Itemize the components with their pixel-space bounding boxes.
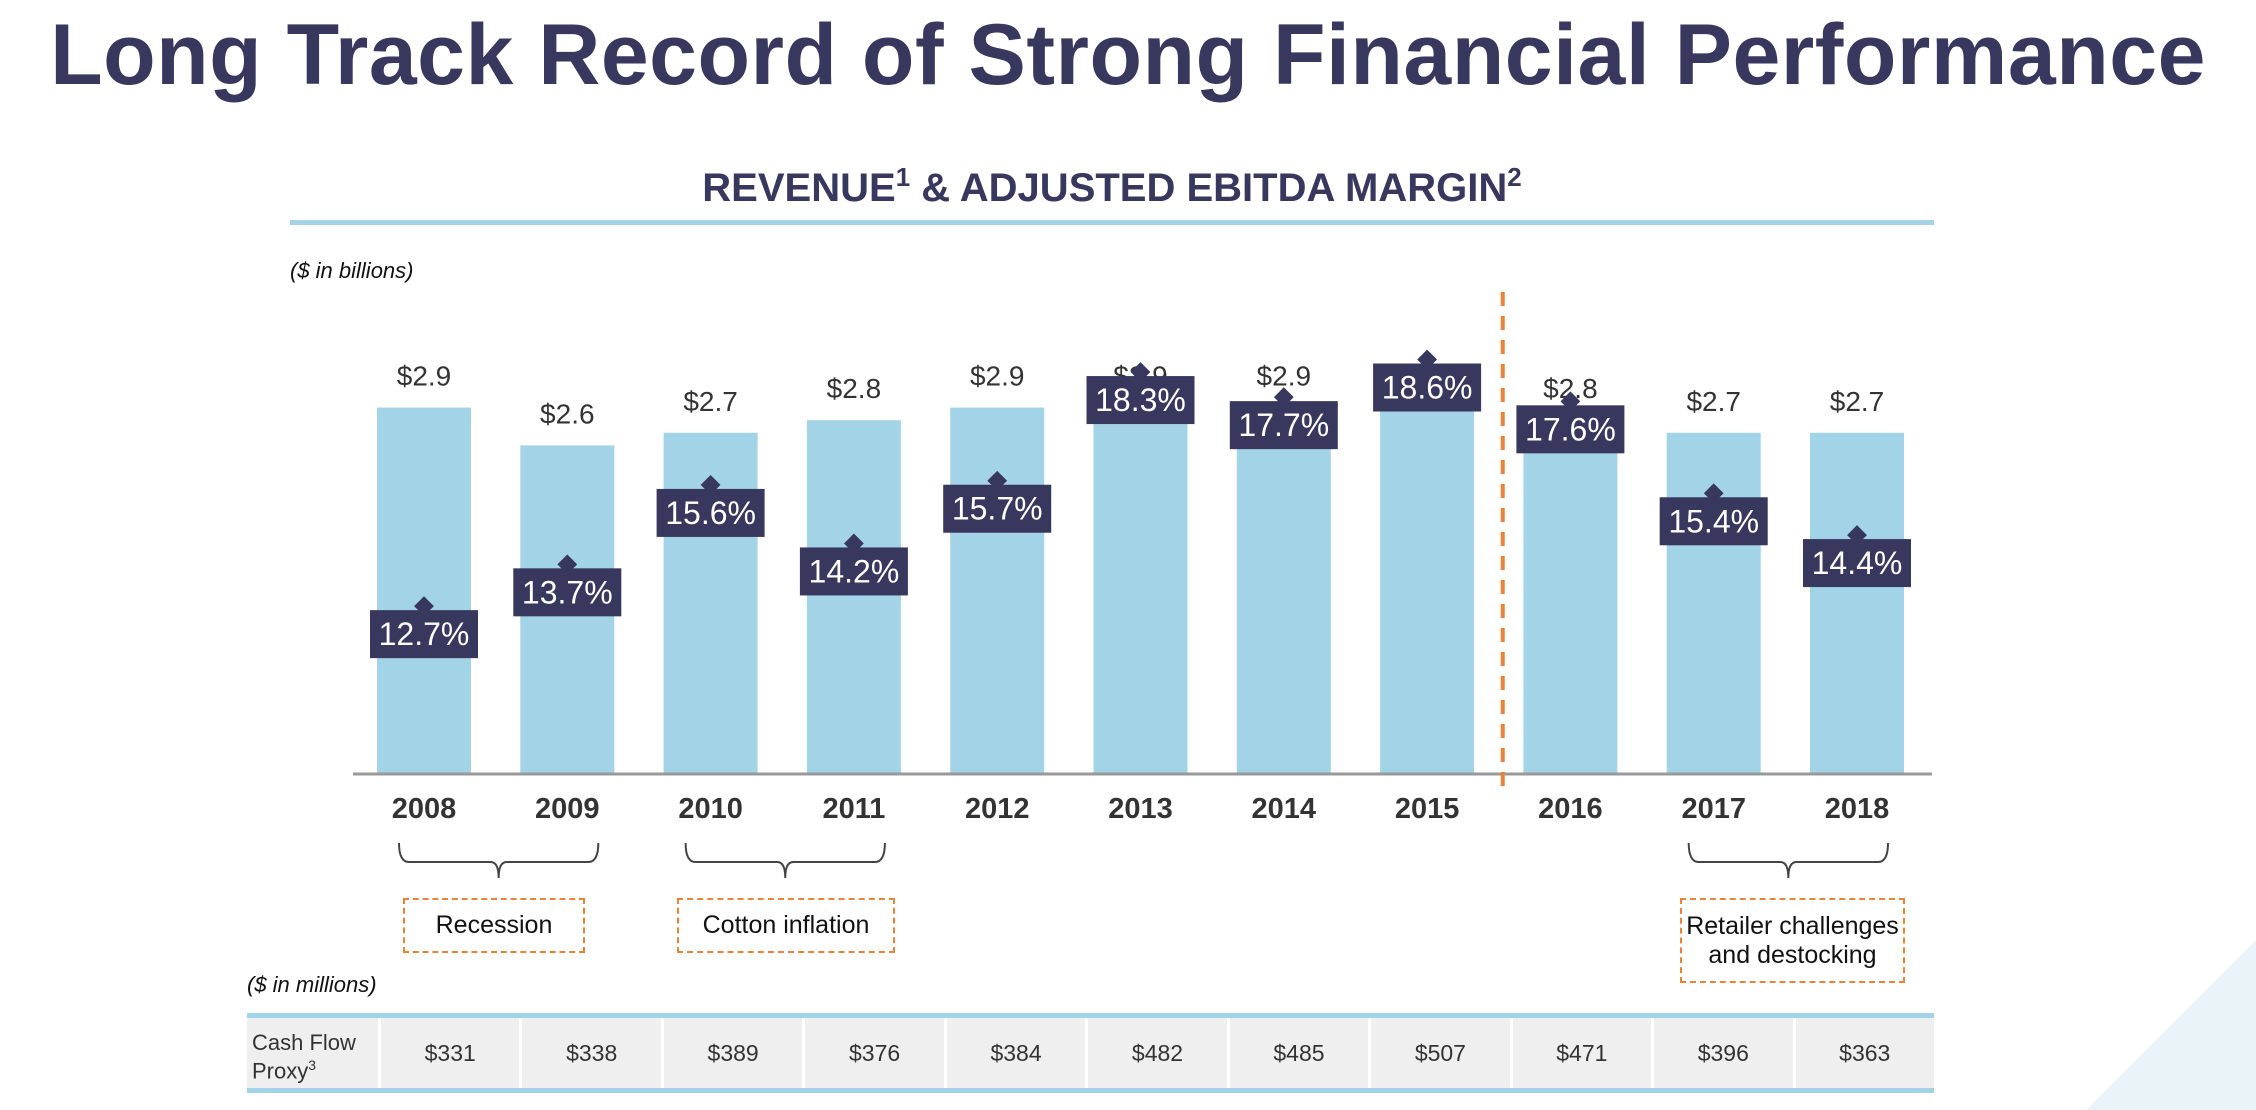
revenue-label: $2.7 <box>1686 386 1741 417</box>
annotation-brace <box>398 842 600 879</box>
revenue-bar <box>377 407 471 773</box>
revenue-bar <box>1523 420 1618 773</box>
x-tick-label: 2008 <box>392 793 457 825</box>
margin-label: 15.7% <box>952 491 1043 527</box>
revenue-label: $2.8 <box>827 373 882 404</box>
margin-label-box <box>370 610 478 659</box>
cash-flow-footnote: 3 <box>308 1057 317 1073</box>
x-tick-label: 2013 <box>1108 793 1173 825</box>
margin-label-box <box>1803 539 1911 588</box>
callout-cotton-inflation: Cotton inflation <box>677 898 895 953</box>
unit-note-billions: ($ in billions) <box>290 258 414 283</box>
margin-label: 18.6% <box>1382 370 1473 406</box>
unit-note-millions: ($ in millions) <box>247 972 377 997</box>
revenue-bar <box>950 407 1045 773</box>
cash-flow-cell: $482 <box>1088 1018 1230 1088</box>
x-tick-label: 2016 <box>1538 793 1603 825</box>
revenue-margin-chart: $2.9 12.7% 2008 $2.6 13.7% 2009 $2.7 15.6% 2010 $… <box>353 292 1932 879</box>
x-tick-label: 2014 <box>1252 793 1317 825</box>
callout-recession: Recession <box>403 898 585 953</box>
cash-flow-cell: $384 <box>947 1018 1089 1088</box>
cash-flow-cell: $376 <box>805 1018 947 1088</box>
margin-label: 17.7% <box>1238 407 1329 443</box>
x-tick-label: 2017 <box>1681 793 1746 825</box>
revenue-bar <box>1093 407 1188 773</box>
revenue-bar <box>1380 407 1475 773</box>
cash-flow-cell: $485 <box>1230 1018 1372 1088</box>
margin-label: 15.6% <box>665 495 756 531</box>
margin-label-box <box>799 547 908 596</box>
callout-retailer-challenges: Retailer challenges and destocking <box>1680 898 1905 983</box>
cash-flow-cell: $331 <box>381 1018 523 1088</box>
margin-label: 12.7% <box>379 616 470 652</box>
chart-title-footnote-2: 2 <box>1507 162 1522 192</box>
margin-label-box <box>1373 363 1482 412</box>
cash-flow-cell: $507 <box>1371 1018 1513 1088</box>
annotation-brace <box>684 842 886 879</box>
chart-title-ebitda: & ADJUSTED EBITDA MARGIN <box>910 166 1508 210</box>
cash-flow-cell: $338 <box>522 1018 664 1088</box>
margin-label-box <box>1659 497 1768 546</box>
margin-label: 14.2% <box>809 553 900 589</box>
margin-label-box <box>656 488 765 537</box>
cash-flow-cell: $363 <box>1839 1039 1891 1066</box>
title-underline <box>290 220 1934 225</box>
x-tick-label: 2018 <box>1825 793 1890 825</box>
x-tick-label: 2015 <box>1395 793 1460 825</box>
revenue-bar <box>1810 432 1904 773</box>
chart-title: REVENUE1 & ADJUSTED EBITDA MARGIN2 <box>290 162 1934 211</box>
revenue-label: $2.9 <box>397 361 452 392</box>
annotation-brace <box>1687 842 1889 879</box>
margin-label-box <box>1086 376 1195 425</box>
x-tick-label: 2010 <box>678 793 743 825</box>
cash-flow-label-text: Cash Flow Proxy <box>252 1030 356 1084</box>
decorative-corner <box>2086 940 2256 1110</box>
chart-title-footnote-1: 1 <box>895 162 911 192</box>
revenue-label: $2.9 <box>1257 361 1312 392</box>
revenue-label: $2.7 <box>1830 386 1885 417</box>
margin-label-box <box>1516 405 1625 454</box>
margin-label-box <box>943 484 1052 533</box>
callout-retailer-text: Retailer challenges and destocking <box>1686 911 1899 969</box>
margin-label-box <box>1229 401 1338 450</box>
revenue-label: $2.9 <box>970 361 1025 392</box>
cash-flow-table: Cash Flow Proxy3 $331 $338 $389 $376 $38… <box>247 1013 1934 1093</box>
cash-flow-cell: $396 <box>1654 1018 1796 1088</box>
chart-title-revenue: REVENUE <box>702 166 896 210</box>
page-title: Long Track Record of Strong Financial Pe… <box>50 7 2206 103</box>
margin-label: 18.3% <box>1095 382 1186 418</box>
x-tick-label: 2012 <box>965 793 1030 825</box>
cash-flow-cell: $471 <box>1513 1018 1655 1088</box>
x-tick-label: 2009 <box>535 793 600 825</box>
revenue-bar <box>806 420 901 773</box>
revenue-bar <box>1236 407 1331 773</box>
revenue-label: $2.7 <box>683 386 738 417</box>
cash-flow-label: Cash Flow Proxy3 <box>247 1018 381 1088</box>
x-tick-label: 2011 <box>822 793 885 825</box>
margin-label: 14.4% <box>1812 545 1903 581</box>
margin-label-box <box>513 568 622 617</box>
margin-label: 13.7% <box>522 574 613 610</box>
margin-label: 15.4% <box>1668 503 1759 539</box>
margin-label: 17.6% <box>1525 411 1616 447</box>
revenue-label: $2.6 <box>540 398 595 429</box>
cash-flow-cell: $389 <box>664 1018 806 1088</box>
